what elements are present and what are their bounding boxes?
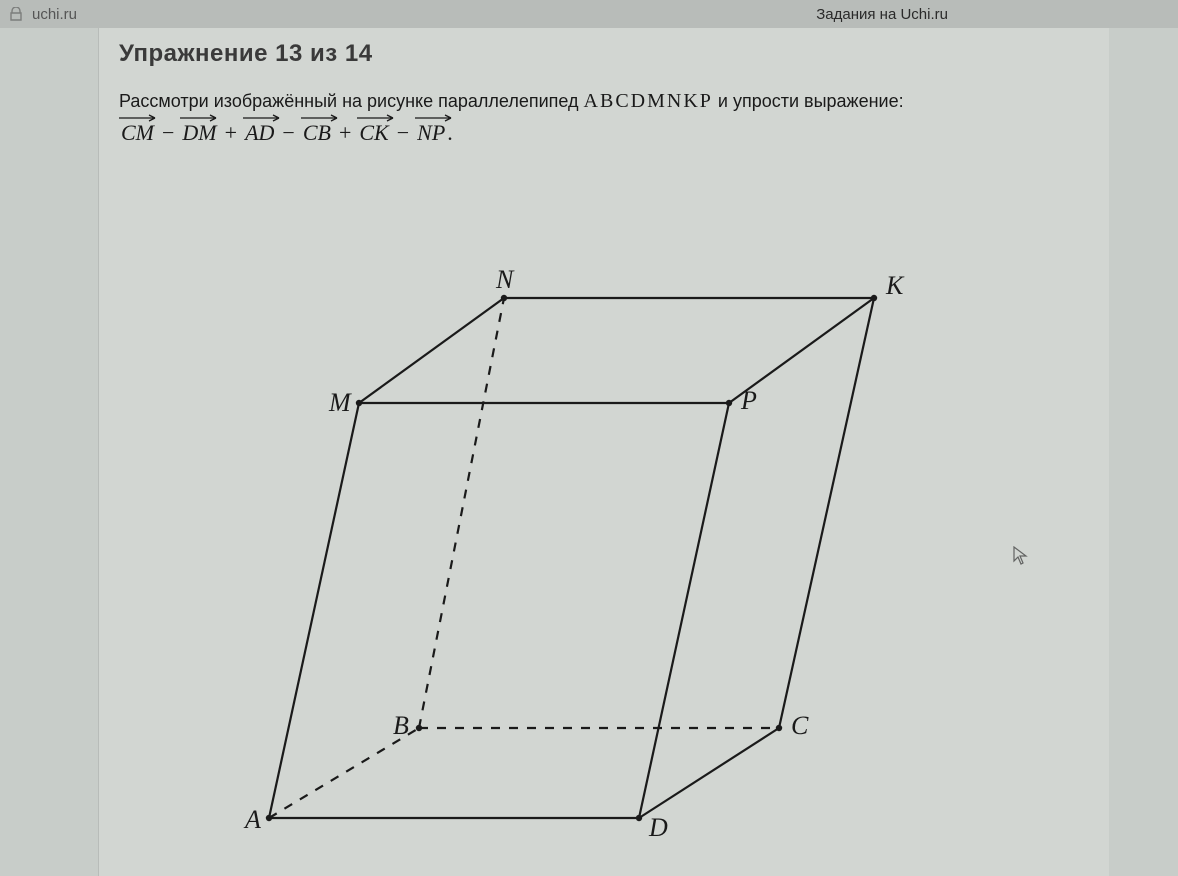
vector-CB: CB <box>303 120 331 146</box>
vector-arrow-icon <box>180 114 220 122</box>
vertex-C <box>776 725 782 731</box>
content-area: Упражнение 13 из 14 Рассмотри изображённ… <box>98 28 1109 876</box>
vertex-label-B: B <box>393 711 409 740</box>
vector-arrow-icon <box>415 114 455 122</box>
problem-after: и упрости выражение: <box>713 91 904 111</box>
vertex-label-D: D <box>648 813 668 842</box>
browser-topbar: uchi.ru Задания на Uchi.ru <box>0 0 1178 28</box>
edge-MA <box>269 403 359 818</box>
operator: − <box>397 120 409 145</box>
vector-arrow-icon <box>357 114 397 122</box>
parallelepiped-diagram: A D B C M P N K <box>199 218 979 858</box>
edge-BN <box>419 298 504 728</box>
vertex-N <box>501 295 507 301</box>
vector-DM: DM <box>182 120 216 146</box>
vertex-D <box>636 815 642 821</box>
operator: − <box>282 120 294 145</box>
operator: + <box>339 120 351 145</box>
diagram-svg: A D B C M P N K <box>199 218 979 858</box>
edge-PD <box>639 403 729 818</box>
edge-CK <box>779 298 874 728</box>
vector-CM: CM <box>121 120 154 146</box>
vertex-label-K: K <box>885 271 905 300</box>
vertex-B <box>416 725 422 731</box>
vertex-label-A: A <box>243 805 261 834</box>
cursor-icon <box>1013 546 1029 566</box>
exercise-title: Упражнение 13 из 14 <box>119 40 373 68</box>
problem-before: Рассмотри изображённый на рисунке паралл… <box>119 91 584 111</box>
vertex-A <box>266 815 272 821</box>
vector-arrow-icon <box>243 114 283 122</box>
vertex-M <box>356 400 362 406</box>
vector-arrow-icon <box>119 114 159 122</box>
operator: + <box>225 120 237 145</box>
vertex-label-M: M <box>328 388 352 417</box>
url-text: uchi.ru <box>32 6 77 23</box>
vertex-label-C: C <box>791 711 809 740</box>
operator: − <box>162 120 174 145</box>
vertex-P <box>726 400 732 406</box>
problem-text: Рассмотри изображённый на рисунке паралл… <box>119 86 1089 116</box>
vector-arrow-icon <box>301 114 341 122</box>
vertex-label-N: N <box>495 265 515 294</box>
vector-AD: AD <box>245 120 274 146</box>
shape-name: ABCDMNKP <box>584 90 713 112</box>
vertex-K <box>871 295 877 301</box>
vector-expression: CM−DM+AD−CB+CK−NP. <box>119 120 453 146</box>
edge-AB <box>269 728 419 818</box>
tab-title: Задания на Uchi.ru <box>816 6 948 23</box>
edge-DC <box>639 728 779 818</box>
vector-CK: CK <box>359 120 388 146</box>
lock-icon <box>10 7 22 21</box>
vertex-label-P: P <box>740 386 757 415</box>
vector-NP: NP <box>417 120 445 146</box>
edge-NM <box>359 298 504 403</box>
